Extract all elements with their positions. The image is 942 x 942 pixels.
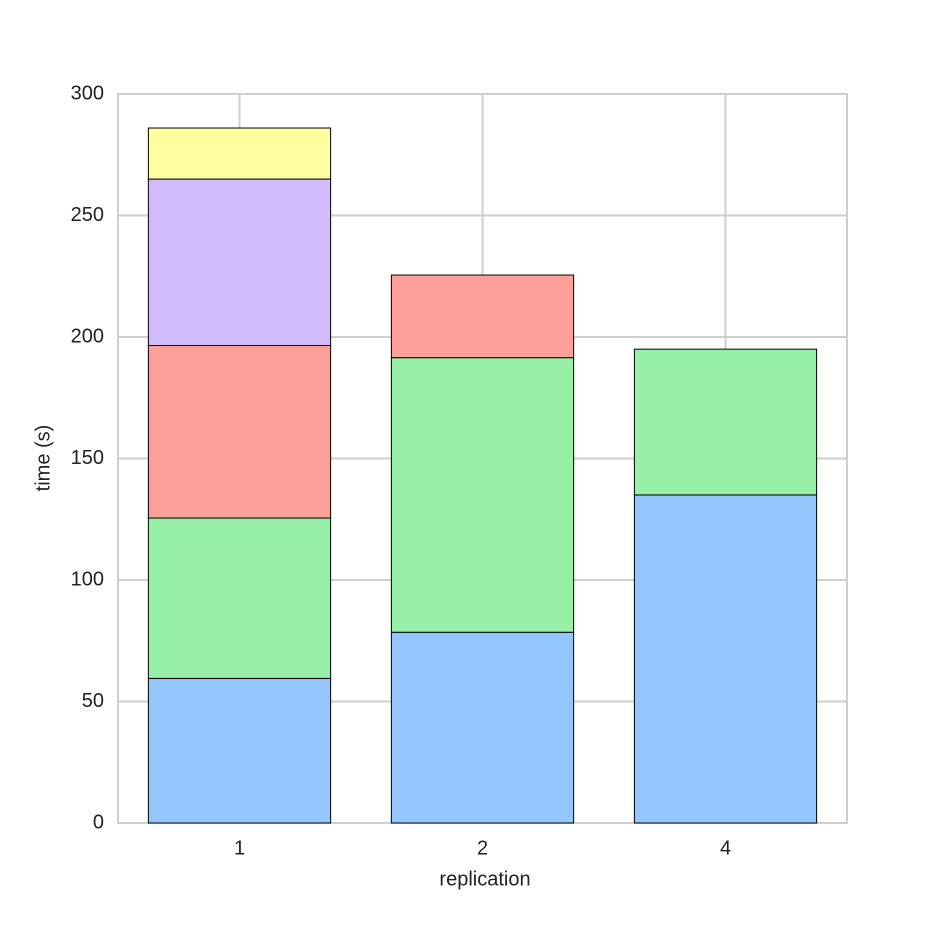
bar-segment [147, 345, 332, 519]
y-tick-label: 0 [93, 811, 104, 833]
bar-segment [390, 357, 575, 633]
bar-segment [390, 631, 575, 824]
x-axis-label: replication [439, 868, 530, 890]
bar-segment [633, 494, 818, 824]
bar-segment [147, 178, 332, 347]
y-tick-label: 150 [71, 447, 104, 469]
bar-segment [147, 677, 332, 824]
y-tick-label: 300 [71, 82, 104, 104]
y-tick-label: 200 [71, 325, 104, 347]
bar-segment [147, 127, 332, 180]
x-tick-label: 1 [234, 837, 245, 859]
bar-segment [633, 348, 818, 496]
x-tick-label: 4 [720, 837, 731, 859]
y-tick-label: 250 [71, 204, 104, 226]
bar-segment [147, 517, 332, 679]
y-axis-label: time (s) [32, 425, 54, 492]
bar-segment [390, 274, 575, 359]
x-tick-label: 2 [477, 837, 488, 859]
y-tick-label: 50 [82, 690, 104, 712]
y-tick-label: 100 [71, 568, 104, 590]
